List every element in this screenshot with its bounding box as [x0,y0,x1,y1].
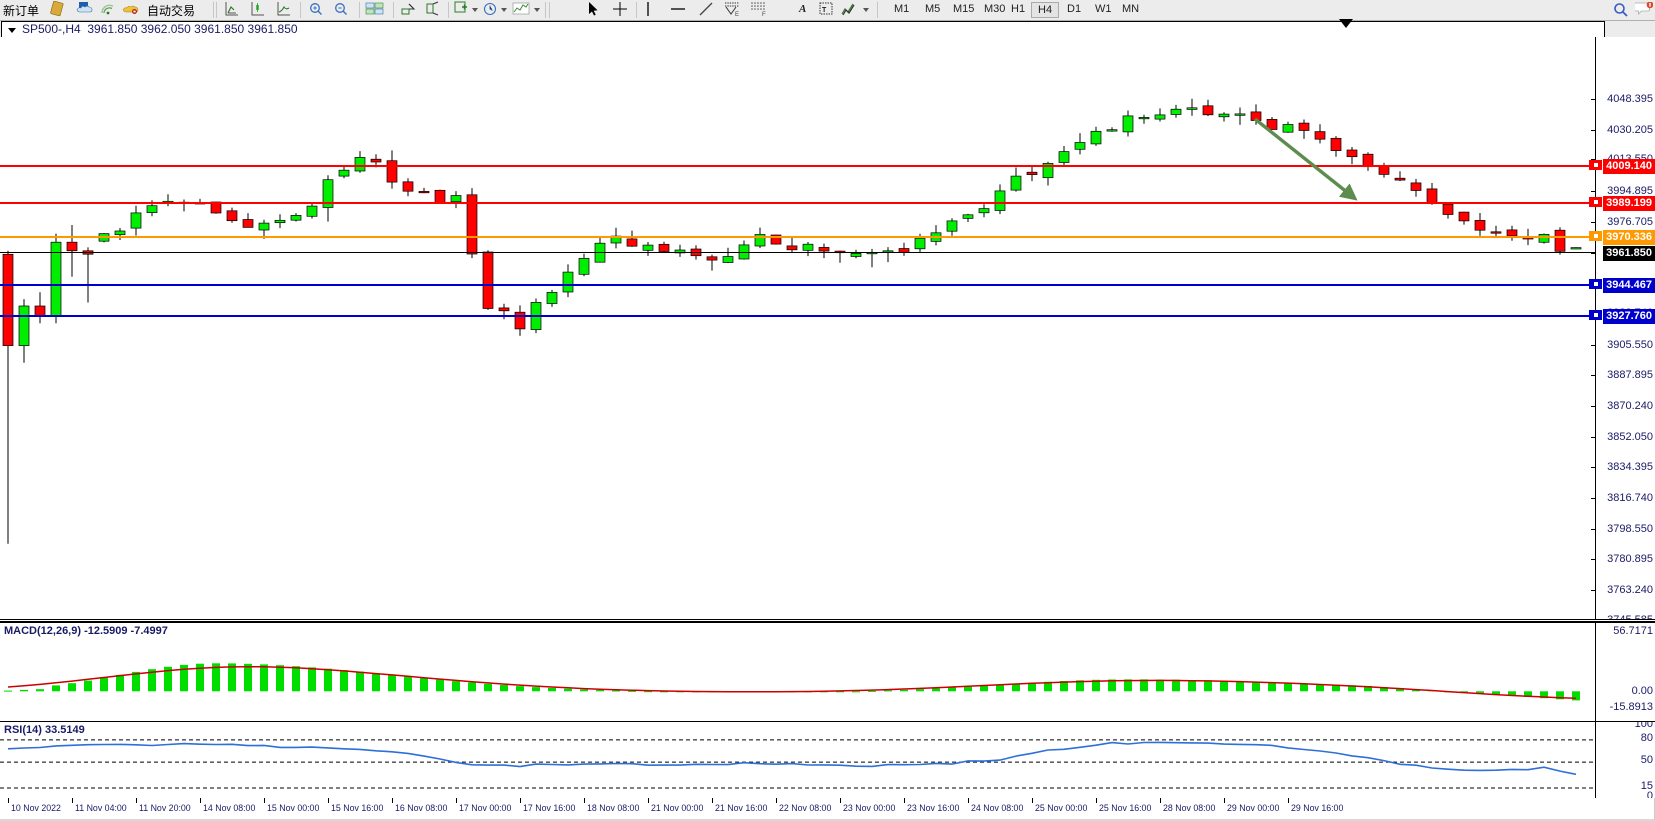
svg-text:E: E [735,12,739,17]
svg-text:F: F [762,12,766,17]
svg-text:T: T [822,7,827,14]
